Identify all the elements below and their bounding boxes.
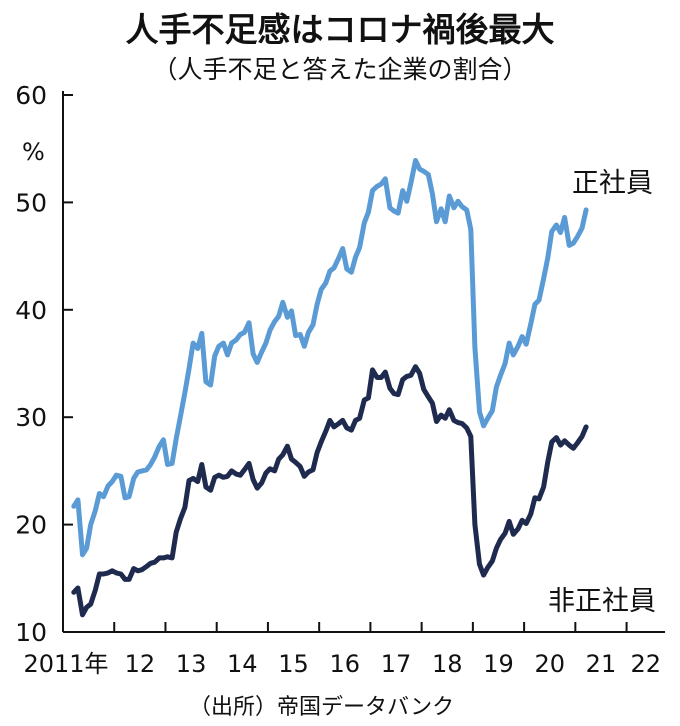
chart-title: 人手不足感はコロナ禍後最大 bbox=[126, 10, 555, 49]
x-tick-label: 20 bbox=[534, 650, 565, 678]
x-tick-label: 19 bbox=[483, 650, 514, 678]
axes bbox=[62, 91, 665, 633]
x-tick-label: 2011年 bbox=[23, 650, 108, 678]
series-lines bbox=[71, 158, 589, 618]
series-line-regular bbox=[71, 158, 589, 558]
x-tick-label: 17 bbox=[381, 650, 412, 678]
x-tick-label: 16 bbox=[330, 650, 361, 678]
series-line-nonregular bbox=[71, 364, 589, 618]
x-tick-label: 15 bbox=[278, 650, 309, 678]
y-tick-label: 30 bbox=[15, 403, 47, 432]
x-tick-label: 13 bbox=[176, 650, 207, 678]
y-tick-label: 10 bbox=[15, 618, 47, 647]
y-tick-label: 50 bbox=[15, 188, 47, 217]
x-tick-label: 18 bbox=[432, 650, 463, 678]
source-note: （出所）帝国データバンク bbox=[189, 695, 454, 720]
x-tick-label: 21 bbox=[586, 650, 617, 678]
y-tick-label: 60 bbox=[15, 81, 47, 110]
y-tick-label: 40 bbox=[15, 296, 47, 325]
chart-subtitle: （人手不足と答えた企業の割合） bbox=[152, 55, 527, 84]
series-label-nonregular: 非正社員 bbox=[548, 586, 656, 617]
y-axis-ticks: 10 20 30 40 50 60 bbox=[15, 81, 73, 647]
x-tick-label: 12 bbox=[125, 650, 156, 678]
x-axis-ticks: 2011年 12 13 14 15 16 17 18 19 20 21 22 bbox=[23, 622, 661, 678]
x-tick-label: 14 bbox=[227, 650, 258, 678]
y-tick-label: 20 bbox=[15, 511, 47, 540]
x-tick-label: 22 bbox=[631, 650, 662, 678]
y-axis-unit: % bbox=[22, 138, 45, 166]
series-label-regular: 正社員 bbox=[572, 168, 653, 199]
